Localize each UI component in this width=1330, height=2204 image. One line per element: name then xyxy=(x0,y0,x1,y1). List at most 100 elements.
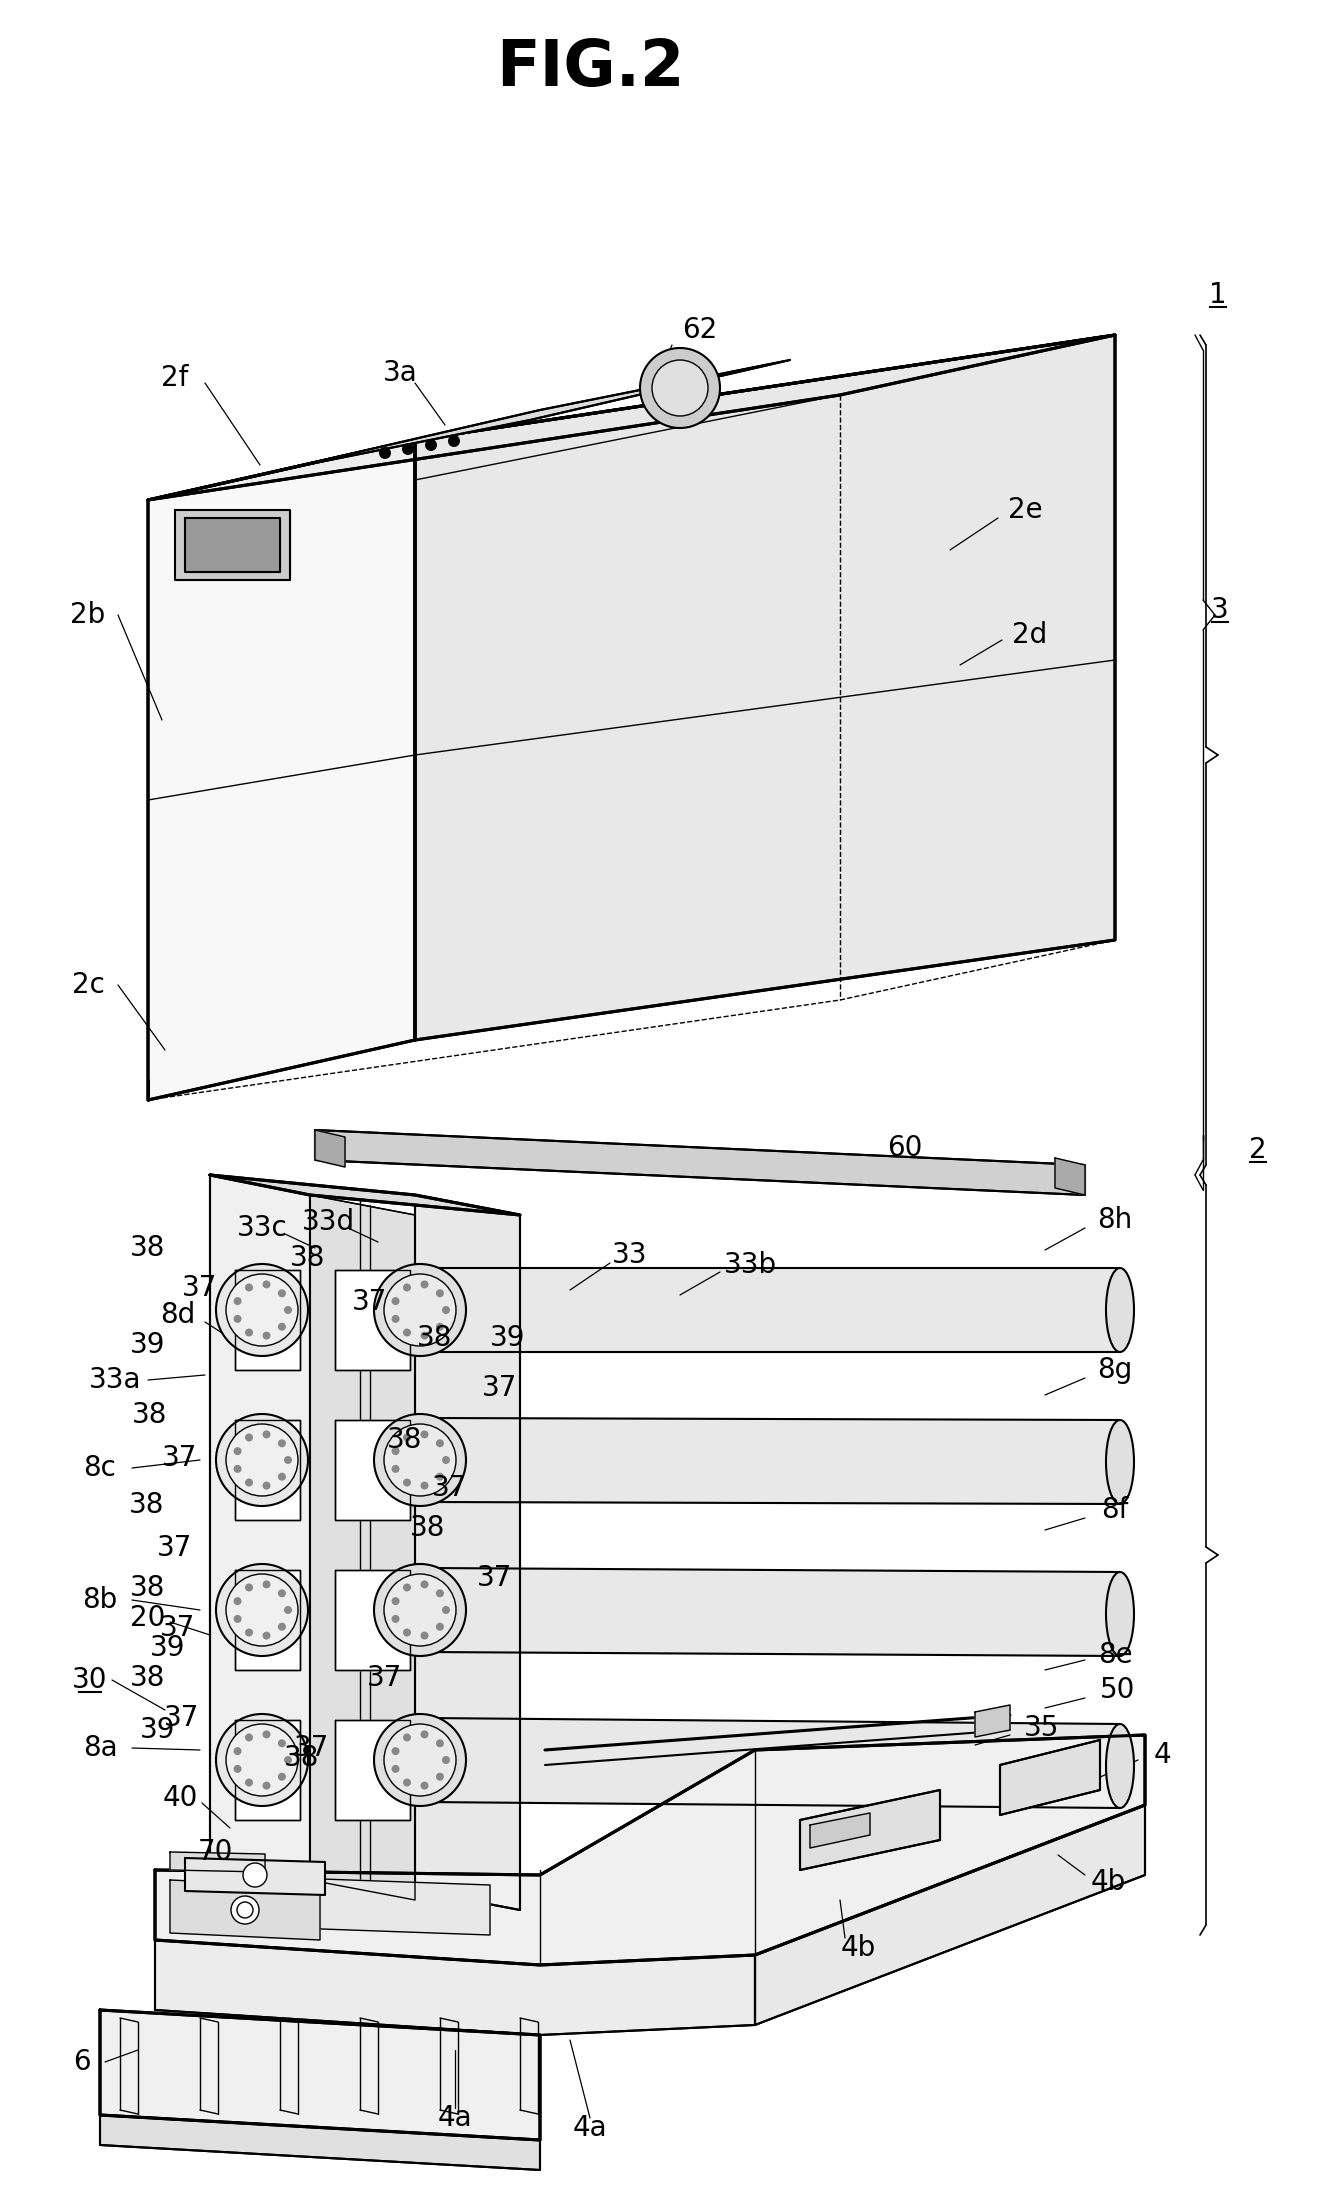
Text: 1: 1 xyxy=(1209,280,1226,309)
Circle shape xyxy=(226,1424,298,1497)
Text: 4a: 4a xyxy=(573,2114,608,2142)
Text: 6: 6 xyxy=(73,2048,90,2076)
Polygon shape xyxy=(426,1267,1120,1351)
Polygon shape xyxy=(426,1717,1120,1807)
Text: 70: 70 xyxy=(197,1838,233,1867)
Circle shape xyxy=(436,1589,444,1598)
Circle shape xyxy=(384,1424,456,1497)
Text: 33a: 33a xyxy=(89,1366,141,1393)
Text: 50: 50 xyxy=(1100,1675,1136,1704)
Circle shape xyxy=(436,1322,444,1331)
Polygon shape xyxy=(156,1735,1145,1966)
Circle shape xyxy=(285,1607,293,1613)
Text: 8g: 8g xyxy=(1097,1355,1133,1384)
Polygon shape xyxy=(148,335,1115,500)
Text: 37: 37 xyxy=(483,1373,517,1402)
Polygon shape xyxy=(975,1706,1009,1737)
Polygon shape xyxy=(170,1851,265,1871)
Circle shape xyxy=(278,1739,286,1748)
Polygon shape xyxy=(235,1270,301,1371)
Text: 39: 39 xyxy=(150,1633,186,1662)
Polygon shape xyxy=(335,1270,410,1371)
Circle shape xyxy=(420,1331,428,1340)
Circle shape xyxy=(245,1779,253,1787)
Text: 2b: 2b xyxy=(70,602,105,628)
Polygon shape xyxy=(210,1175,520,1214)
Circle shape xyxy=(234,1316,242,1322)
Text: 37: 37 xyxy=(162,1444,198,1472)
Text: 8b: 8b xyxy=(82,1587,117,1613)
Circle shape xyxy=(226,1724,298,1796)
Circle shape xyxy=(652,359,708,417)
Circle shape xyxy=(262,1481,270,1490)
Polygon shape xyxy=(176,509,290,580)
Polygon shape xyxy=(185,518,281,573)
Text: 33: 33 xyxy=(612,1241,648,1270)
Circle shape xyxy=(226,1574,298,1646)
Circle shape xyxy=(278,1772,286,1781)
Ellipse shape xyxy=(1107,1267,1134,1351)
Polygon shape xyxy=(335,1419,410,1521)
Circle shape xyxy=(285,1757,293,1763)
Polygon shape xyxy=(315,1131,344,1166)
Polygon shape xyxy=(415,335,1115,1040)
Text: 8d: 8d xyxy=(161,1300,196,1329)
Text: 37: 37 xyxy=(294,1735,330,1761)
Text: 62: 62 xyxy=(682,315,718,344)
Text: 37: 37 xyxy=(182,1274,218,1303)
Polygon shape xyxy=(210,1876,489,1935)
Circle shape xyxy=(384,1724,456,1796)
Circle shape xyxy=(262,1331,270,1340)
Circle shape xyxy=(215,1715,309,1805)
Circle shape xyxy=(391,1466,399,1472)
Text: 38: 38 xyxy=(411,1514,446,1543)
Circle shape xyxy=(442,1307,450,1314)
Circle shape xyxy=(436,1472,444,1481)
Polygon shape xyxy=(415,1195,520,1911)
Polygon shape xyxy=(335,1569,410,1671)
Circle shape xyxy=(245,1329,253,1336)
Circle shape xyxy=(215,1565,309,1655)
Circle shape xyxy=(420,1781,428,1790)
Text: 8f: 8f xyxy=(1101,1497,1129,1523)
Circle shape xyxy=(278,1589,286,1598)
Circle shape xyxy=(426,439,438,452)
Text: 38: 38 xyxy=(132,1402,168,1428)
Circle shape xyxy=(420,1631,428,1640)
Circle shape xyxy=(391,1448,399,1455)
Text: 35: 35 xyxy=(1024,1715,1060,1741)
Circle shape xyxy=(442,1607,450,1613)
Circle shape xyxy=(262,1281,270,1289)
Polygon shape xyxy=(148,441,415,1100)
Circle shape xyxy=(374,1715,465,1805)
Polygon shape xyxy=(235,1419,301,1521)
Polygon shape xyxy=(801,1790,940,1869)
Text: 38: 38 xyxy=(130,1574,166,1602)
Polygon shape xyxy=(170,1880,321,1940)
Ellipse shape xyxy=(411,1267,439,1351)
Circle shape xyxy=(391,1765,399,1772)
Circle shape xyxy=(374,1565,465,1655)
Ellipse shape xyxy=(1107,1419,1134,1503)
Polygon shape xyxy=(235,1569,301,1671)
Text: 2f: 2f xyxy=(161,364,189,392)
Circle shape xyxy=(234,1765,242,1772)
Circle shape xyxy=(403,1283,411,1292)
Circle shape xyxy=(442,1757,450,1763)
Text: 2c: 2c xyxy=(72,972,105,998)
Circle shape xyxy=(420,1430,428,1439)
Text: 4: 4 xyxy=(1153,1741,1170,1770)
Circle shape xyxy=(391,1748,399,1754)
Polygon shape xyxy=(100,2116,540,2171)
Circle shape xyxy=(436,1289,444,1298)
Text: 60: 60 xyxy=(887,1135,923,1162)
Polygon shape xyxy=(156,1940,755,2034)
Circle shape xyxy=(245,1582,253,1591)
Text: 33b: 33b xyxy=(724,1252,777,1278)
Text: 4b: 4b xyxy=(841,1933,875,1962)
Text: FIG.2: FIG.2 xyxy=(496,37,684,99)
Text: 3: 3 xyxy=(1212,595,1229,624)
Circle shape xyxy=(403,1779,411,1787)
Circle shape xyxy=(234,1298,242,1305)
Circle shape xyxy=(262,1430,270,1439)
